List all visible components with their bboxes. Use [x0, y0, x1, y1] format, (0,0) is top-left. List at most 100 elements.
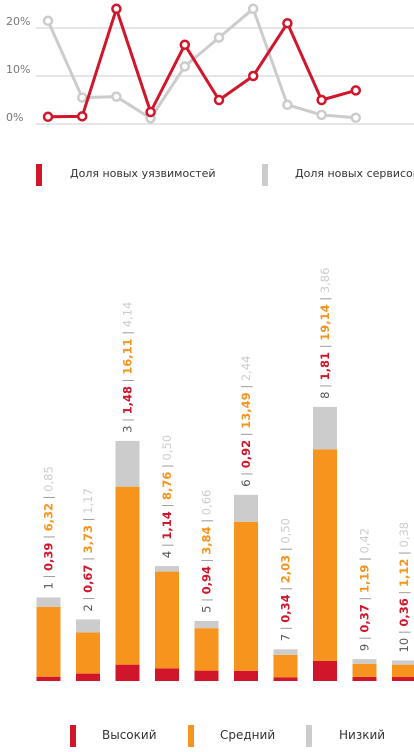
bar-value-medium: 2,03	[279, 555, 293, 583]
bar-value-label: 7 | 0,34 | 2,03 | 0,50	[279, 518, 293, 641]
bar-segment-high	[392, 677, 414, 681]
bar-label-separator: |	[358, 633, 372, 644]
data-point-services	[44, 17, 52, 25]
bar-label-separator: |	[239, 381, 253, 392]
bar-segment-high	[353, 677, 377, 681]
data-point-services	[318, 111, 326, 119]
bar-category-label: 7	[279, 634, 293, 641]
data-point-vulnerabilities	[249, 72, 257, 80]
y-tick-label: 10%	[6, 63, 30, 76]
bar-value-medium: 19,14	[318, 304, 332, 340]
bar-label-separator: |	[160, 500, 174, 511]
legend-swatch-high	[70, 725, 76, 747]
line-chart-legend: Доля новых уязвимостей Доля новых сервис…	[0, 161, 414, 191]
bar-segment-low	[353, 659, 377, 664]
bar-segment-medium	[76, 632, 100, 673]
legend-label-vulnerabilities: Доля новых уязвимостей	[70, 167, 216, 180]
bar-value-label: 4 | 1,14 | 8,76 | 0,50	[160, 435, 174, 558]
bar-segment-low	[313, 407, 337, 450]
bar-chart-legend: Высокий Средний Низкий	[0, 722, 414, 752]
bar-value-high: 0,39	[42, 543, 56, 571]
bar-value-low: 0,38	[397, 522, 411, 548]
bar-segment-medium	[353, 664, 377, 677]
bar-value-low: 0,66	[200, 490, 214, 516]
legend-label-low: Низкий	[339, 728, 385, 742]
bar-segment-low	[155, 566, 179, 572]
bar-segment-low	[274, 649, 298, 655]
bar-value-label: 6 | 0,92 | 13,49 | 2,44	[239, 356, 253, 487]
bar-value-high: 0,92	[239, 440, 253, 468]
bar-category-label: 2	[81, 604, 95, 611]
legend-swatch-low	[306, 725, 312, 747]
bar-segment-low	[392, 660, 414, 664]
bar-segment-medium	[116, 487, 140, 665]
bar-label-separator: |	[358, 593, 372, 604]
bar-segment-medium	[195, 628, 219, 670]
bar-value-label: 10 | 0,36 | 1,12 | 0,38	[397, 522, 411, 653]
bar-label-separator: |	[200, 594, 214, 605]
bar-value-high: 1,81	[318, 352, 332, 380]
bar-segment-medium	[37, 607, 61, 677]
data-point-vulnerabilities	[78, 112, 86, 120]
series-line-services	[48, 9, 356, 118]
bar-segment-high	[155, 668, 179, 681]
bar-value-high: 0,36	[397, 598, 411, 626]
bar-label-separator: |	[160, 460, 174, 471]
bar-segment-low	[76, 619, 100, 632]
bar-segment-high	[274, 677, 298, 681]
bar-value-low: 0,42	[358, 528, 372, 554]
bar-value-high: 0,67	[81, 565, 95, 593]
bar-value-label: 2 | 0,67 | 3,73 | 1,17	[81, 488, 95, 611]
bar-segment-medium	[234, 522, 258, 671]
bar-value-high: 0,37	[358, 604, 372, 632]
bar-label-separator: |	[397, 587, 411, 598]
bar-segment-medium	[313, 450, 337, 661]
bar-label-separator: |	[318, 380, 332, 391]
bar-category-label: 6	[239, 479, 253, 486]
bar-segment-low	[195, 621, 219, 628]
data-point-vulnerabilities	[318, 96, 326, 104]
bar-value-low: 0,85	[42, 466, 56, 492]
bar-label-separator: |	[200, 515, 214, 526]
line-chart: 0%10%20%	[6, 5, 414, 124]
bar-label-separator: |	[42, 492, 56, 503]
bar-value-medium: 6,32	[42, 503, 56, 531]
bar-value-high: 0,34	[279, 594, 293, 622]
data-point-vulnerabilities	[283, 19, 291, 27]
bar-segment-medium	[392, 665, 414, 677]
legend-swatch-medium	[188, 725, 194, 747]
bar-category-label: 1	[42, 582, 56, 589]
bar-segment-low	[234, 495, 258, 522]
bar-category-label: 9	[358, 644, 372, 651]
data-point-vulnerabilities	[215, 96, 223, 104]
bar-segment-medium	[155, 572, 179, 669]
bar-segment-low	[116, 441, 140, 487]
bar-value-medium: 1,19	[358, 565, 372, 593]
bar-label-separator: |	[358, 553, 372, 564]
bar-segment-high	[76, 674, 100, 681]
bar-label-separator: |	[239, 429, 253, 440]
data-point-vulnerabilities	[44, 113, 52, 121]
bar-segment-high	[116, 665, 140, 681]
bar-value-label: 3 | 1,48 | 16,11 | 4,14	[121, 302, 135, 433]
legend-swatch-red	[36, 164, 42, 186]
bar-value-label: 8 | 1,81 | 19,14 | 3,86	[318, 268, 332, 399]
bar-label-separator: |	[318, 293, 332, 304]
bar-category-label: 8	[318, 392, 332, 399]
data-point-services	[78, 94, 86, 102]
bar-segment-low	[37, 597, 61, 606]
stacked-bar-chart: 1 | 0,39 | 6,32 | 0,85 2 | 0,67 | 3,73 | …	[37, 268, 414, 681]
bar-category-label: 10	[397, 638, 411, 653]
y-tick-label: 0%	[6, 111, 23, 124]
series-line-vulnerabilities	[48, 9, 356, 117]
bar-value-label: 5 | 0,94 | 3,84 | 0,66	[200, 490, 214, 613]
bar-label-separator: |	[121, 327, 135, 338]
bar-category-label: 4	[160, 551, 174, 558]
bar-value-low: 3,86	[318, 268, 332, 294]
bar-label-separator: |	[397, 627, 411, 638]
bar-value-high: 0,94	[200, 566, 214, 594]
bar-value-high: 1,14	[160, 511, 174, 539]
legend-label-medium: Средний	[220, 728, 275, 742]
bar-segment-high	[195, 671, 219, 681]
